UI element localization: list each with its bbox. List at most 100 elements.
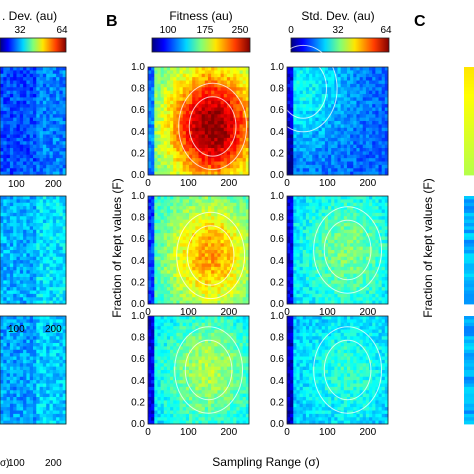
heatmap-cell bbox=[0, 256, 4, 261]
heatmap-cell bbox=[340, 151, 345, 156]
heatmap-cell bbox=[29, 158, 34, 162]
heatmap-cell bbox=[340, 97, 345, 102]
heatmap-cell bbox=[33, 410, 37, 415]
heatmap-cell bbox=[154, 158, 158, 162]
heatmap-cell bbox=[56, 283, 60, 288]
heatmap-cell bbox=[337, 110, 342, 115]
heatmap-cell bbox=[36, 332, 40, 337]
heatmap-cell bbox=[13, 376, 17, 381]
heatmap-cell bbox=[16, 73, 21, 78]
heatmap-cell bbox=[182, 87, 187, 92]
heatmap-cell bbox=[42, 390, 47, 395]
heatmap-cell bbox=[163, 164, 168, 169]
heatmap-cell bbox=[36, 386, 40, 391]
heatmap-cell bbox=[353, 117, 357, 122]
heatmap-cell bbox=[26, 246, 31, 251]
heatmap-cell bbox=[29, 226, 34, 231]
heatmap-cell bbox=[230, 151, 234, 156]
heatmap-cell bbox=[42, 370, 47, 374]
heatmap-cell bbox=[328, 137, 332, 142]
heatmap-cell bbox=[350, 154, 354, 159]
heatmap-cell bbox=[46, 353, 50, 357]
heatmap-cell bbox=[170, 260, 174, 264]
heatmap-cell bbox=[52, 319, 57, 324]
heatmap-cell bbox=[16, 366, 21, 371]
heatmap-cell bbox=[26, 400, 31, 405]
heatmap-cell bbox=[39, 168, 44, 173]
heatmap-cell bbox=[154, 114, 158, 119]
heatmap-cell bbox=[52, 349, 57, 354]
heatmap-cell bbox=[239, 70, 244, 75]
heatmap-cell bbox=[185, 212, 190, 217]
heatmap-cell bbox=[3, 336, 7, 341]
heatmap-cell bbox=[16, 161, 21, 166]
heatmap-cell bbox=[378, 124, 383, 129]
heatmap-cell bbox=[207, 226, 212, 231]
heatmap-cell bbox=[207, 137, 212, 142]
heatmap-cell bbox=[369, 154, 373, 159]
heatmap-cell bbox=[207, 110, 212, 115]
heatmap-cell bbox=[195, 164, 199, 169]
heatmap-cell bbox=[13, 233, 17, 237]
heatmap-cell bbox=[46, 73, 50, 78]
heatmap-cell bbox=[160, 97, 165, 102]
heatmap-cell bbox=[384, 87, 389, 92]
heatmap-cell bbox=[242, 216, 247, 221]
heatmap-cell bbox=[49, 154, 54, 159]
heatmap-cell bbox=[318, 100, 323, 105]
heatmap-cell bbox=[6, 164, 11, 169]
heatmap-cell bbox=[384, 164, 389, 169]
heatmap-cell bbox=[154, 117, 158, 122]
heatmap-cell bbox=[42, 100, 47, 105]
heatmap-cell bbox=[331, 87, 335, 92]
heatmap-cell bbox=[211, 209, 215, 214]
heatmap-cell bbox=[46, 212, 50, 217]
heatmap-cell bbox=[62, 168, 67, 173]
heatmap-cell bbox=[207, 219, 212, 224]
heatmap-cell bbox=[26, 403, 31, 408]
heatmap-cell bbox=[309, 137, 313, 142]
heatmap-cell bbox=[6, 346, 11, 351]
heatmap-cell bbox=[23, 363, 27, 368]
heatmap-cell bbox=[217, 107, 221, 112]
heatmap-cell bbox=[290, 117, 294, 122]
heatmap-cell bbox=[211, 300, 215, 305]
heatmap-cell bbox=[315, 83, 319, 88]
plot-frame bbox=[0, 315, 67, 425]
heatmap-cell bbox=[33, 316, 37, 320]
heatmap-cell bbox=[26, 287, 31, 291]
heatmap-cell bbox=[204, 270, 209, 275]
heatmap-cell bbox=[189, 87, 193, 92]
heatmap-cell bbox=[204, 290, 209, 295]
heatmap-cell bbox=[13, 329, 17, 334]
heatmap-cell bbox=[384, 148, 389, 152]
heatmap-cell bbox=[346, 161, 351, 166]
heatmap-cell bbox=[39, 117, 44, 122]
heatmap-cell bbox=[52, 107, 57, 112]
heatmap-cell bbox=[154, 280, 158, 285]
heatmap-cell bbox=[0, 353, 4, 357]
heatmap-cell bbox=[6, 293, 11, 298]
heatmap-cell bbox=[19, 287, 24, 291]
heatmap-cell bbox=[192, 131, 196, 135]
heatmap-cell bbox=[287, 144, 291, 149]
heatmap-cell bbox=[62, 236, 67, 241]
heatmap-cell bbox=[179, 104, 184, 108]
heatmap-cell bbox=[223, 246, 228, 251]
heatmap-cell bbox=[62, 70, 67, 75]
heatmap-cell bbox=[151, 134, 155, 139]
heatmap-cell bbox=[217, 110, 221, 115]
heatmap-cell bbox=[378, 100, 383, 105]
heatmap-cell bbox=[52, 343, 57, 347]
heatmap-cell bbox=[384, 137, 389, 142]
heatmap-cell bbox=[378, 90, 383, 95]
heatmap-cell bbox=[185, 202, 190, 207]
heatmap-cell bbox=[13, 137, 17, 142]
heatmap-cell bbox=[49, 410, 54, 415]
heatmap-cell bbox=[160, 206, 165, 210]
heatmap-cell bbox=[239, 239, 244, 244]
heatmap-cell bbox=[6, 400, 11, 405]
heatmap-cell bbox=[42, 293, 47, 298]
heatmap-cell bbox=[236, 287, 240, 291]
heatmap-cell bbox=[39, 100, 44, 105]
